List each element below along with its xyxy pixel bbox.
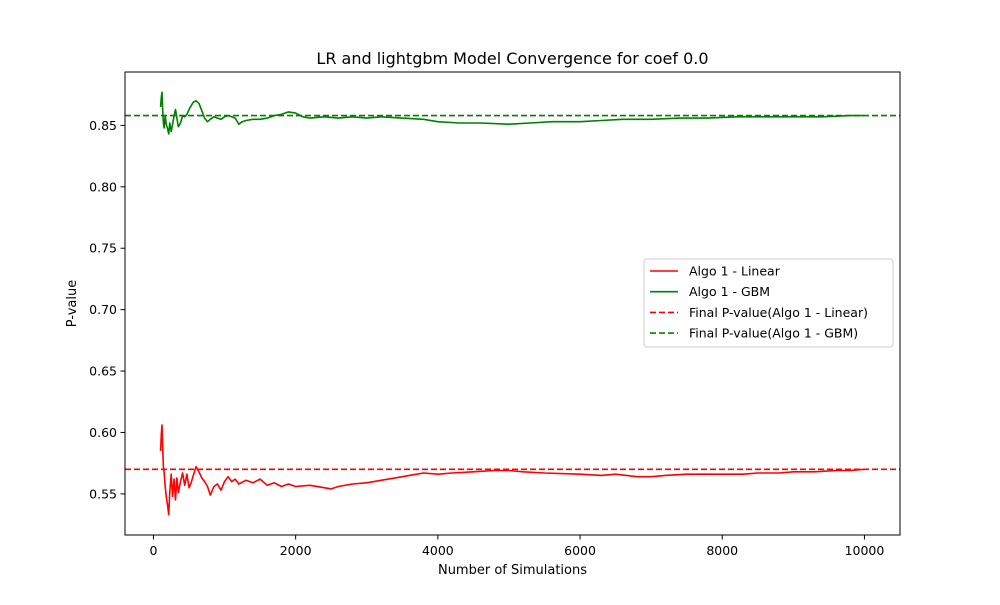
- y-tick-label: 0.55: [89, 486, 117, 501]
- legend-label: Algo 1 - GBM: [689, 284, 770, 299]
- y-tick-label: 0.85: [89, 118, 117, 133]
- y-tick-label: 0.75: [89, 241, 117, 256]
- plot-area: [125, 91, 900, 516]
- x-axis: 0 2000 4000 6000 8000 10000: [149, 535, 884, 558]
- legend-label: Final P-value(Algo 1 - GBM): [689, 326, 858, 341]
- series-line: [159, 424, 865, 516]
- legend-label: Final P-value(Algo 1 - Linear): [689, 305, 868, 320]
- y-tick-label: 0.80: [89, 179, 117, 194]
- x-tick-label: 4000: [422, 543, 454, 558]
- x-axis-label: Number of Simulations: [438, 563, 587, 578]
- plot-frame: [124, 71, 901, 536]
- x-tick-label: 6000: [564, 543, 596, 558]
- y-tick-label: 0.60: [89, 425, 117, 440]
- legend: Algo 1 - Linear Algo 1 - GBM Final P-value…: [643, 258, 894, 348]
- legend-label: Algo 1 - Linear: [689, 264, 781, 279]
- y-axis-label: P-value: [65, 280, 80, 327]
- chart-title: LR and lightgbm Model Convergence for co…: [316, 49, 708, 68]
- y-axis: 0.55 0.60 0.65 0.70 0.75 0.80 0.85: [89, 118, 125, 501]
- legend-box: [643, 258, 894, 348]
- y-tick-label: 0.65: [89, 364, 117, 379]
- x-tick-label: 0: [149, 543, 157, 558]
- y-tick-label: 0.70: [89, 302, 117, 317]
- series-line: [159, 91, 865, 135]
- x-tick-label: 8000: [706, 543, 738, 558]
- x-tick-label: 10000: [845, 543, 885, 558]
- x-tick-label: 2000: [280, 543, 312, 558]
